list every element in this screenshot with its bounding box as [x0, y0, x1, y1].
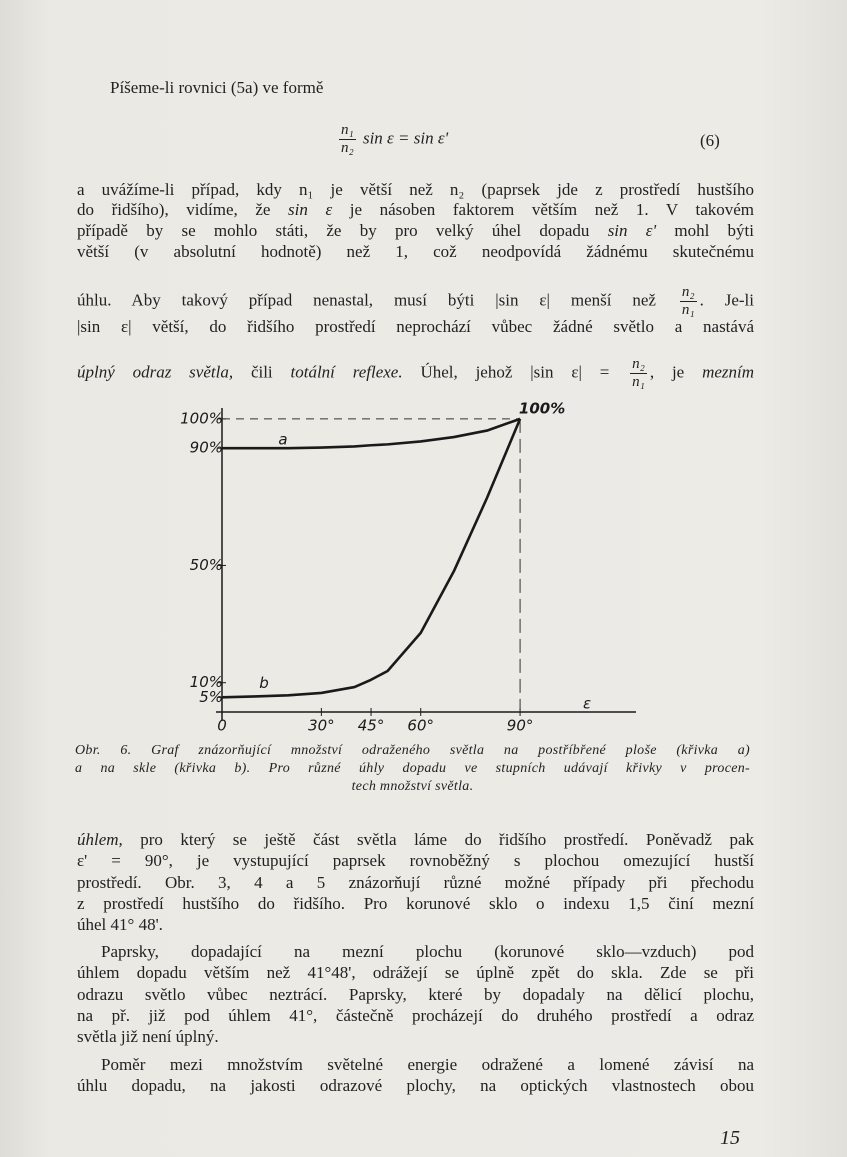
- caption-line: Obr. 6. Graf znázorňující množství odraž…: [75, 743, 750, 758]
- text-segment: čili: [250, 362, 273, 382]
- curve-label: b: [259, 674, 269, 692]
- fraction: n₂ n₁: [630, 356, 647, 391]
- text-line: světla již není úplný.: [77, 1027, 219, 1046]
- text-line: úhlem dopadu větším než 41°48', odrážejí…: [77, 963, 754, 982]
- denominator: n₁: [632, 374, 645, 390]
- text-line: a uvážíme-li případ, kdy n₁ je větší než…: [77, 180, 754, 199]
- curve: [221, 418, 522, 699]
- x-tick-label: 0: [217, 717, 227, 735]
- text-line: na př. již pod úhlem 41°, částečně proch…: [77, 1006, 754, 1025]
- text-line: úhlem, pro který se ještě část světla lá…: [77, 830, 754, 850]
- fraction: n₁ n₂: [339, 122, 356, 157]
- text-line: případě by se mohlo státi, že by pro vel…: [77, 221, 754, 241]
- fraction: n₂ n₁: [679, 284, 697, 319]
- text-line: úhlu dopadu, na jakosti odrazové plochy,…: [77, 1076, 754, 1095]
- x-tick-label: 60°: [407, 717, 434, 735]
- caption-line: a na skle (křivka b). Pro různé úhly dop…: [75, 761, 750, 776]
- text-line: úplný odraz světla, čili totální reflexe…: [77, 356, 754, 391]
- y-tick-label: 5%: [199, 688, 223, 706]
- text-line: do řidšího), vidíme, že sin ε je násoben…: [77, 200, 754, 220]
- x-tick-label: 45°: [358, 717, 385, 735]
- denominator: n₁: [681, 302, 695, 318]
- equation: n₁ n₂ sin ε = sin ε': [336, 122, 448, 157]
- text-line: ε' = 90°, je vystupující paprsek rovnobě…: [77, 851, 754, 870]
- curve: [222, 417, 521, 450]
- text-line: větší (v absolutní hodnotě) než 1, což n…: [77, 242, 754, 261]
- text-line: Paprsky, dopadající na mezní plochu (kor…: [101, 942, 754, 961]
- numerator: n₂: [679, 284, 697, 302]
- text-segment: případě by se mohlo státi, že by pro vel…: [77, 221, 590, 240]
- text-line: úhlu. Aby takový případ nenastal, musí b…: [77, 284, 754, 319]
- y-tick-label: 10%: [190, 673, 223, 691]
- text-segment: , je: [649, 362, 685, 382]
- text-segment: do řidšího), vidíme, že: [77, 200, 271, 219]
- denominator: n₂: [341, 140, 354, 156]
- text-segment: úhlu. Aby takový případ nenastal, musí b…: [77, 290, 656, 310]
- text-line: odrazu světlo vůbec neztrácí. Paprsky, k…: [77, 985, 754, 1004]
- page-number: 15: [720, 1127, 740, 1149]
- y-tick-label: 100%: [180, 409, 223, 427]
- curve-label: a: [278, 431, 287, 449]
- intro: Píšeme-li rovnici (5a) ve formě: [110, 78, 324, 97]
- y-tick-label: 90%: [190, 439, 223, 457]
- expression: sin ε = sin ε': [362, 128, 449, 148]
- x-tick-label: 30°: [308, 717, 335, 735]
- caption-line: tech množství světla.: [351, 779, 474, 794]
- text-line: Poměr mezi množstvím světelné energie od…: [101, 1055, 754, 1074]
- numerator: n₂: [630, 356, 647, 374]
- text-segment: Úhel, jehož |sin ε| =: [420, 362, 610, 382]
- text-segment: mezním: [702, 362, 755, 382]
- text-line: |sin ε| větší, do řidšího prostředí nepr…: [77, 317, 754, 336]
- text-segment: pro který se ještě část světla láme do ř…: [140, 830, 754, 849]
- annotation: 100%: [519, 399, 565, 417]
- text-segment: mohl býti: [674, 221, 754, 240]
- text-segment: je násoben faktorem větším než 1. V tako…: [349, 200, 755, 219]
- numerator: n₁: [339, 122, 356, 140]
- text-segment: sin ε: [288, 200, 333, 219]
- y-tick-label: 50%: [190, 556, 223, 574]
- x-tick-label: 90°: [507, 717, 534, 735]
- text-segment: . Je-li: [699, 290, 754, 310]
- text-line: z prostředí hustšího do řidšího. Pro kor…: [77, 894, 754, 913]
- equation-number: (6): [700, 131, 720, 150]
- text-segment: totální reflexe.: [290, 362, 403, 382]
- text-line: úhel 41° 48'.: [77, 915, 163, 934]
- text-line: prostředí. Obr. 3, 4 a 5 znázorňují různ…: [77, 873, 754, 892]
- text-segment: sin ε': [607, 221, 657, 240]
- x-axis-label: ε: [583, 695, 591, 713]
- text-segment: úplný odraz světla,: [77, 362, 234, 382]
- text-segment: úhlem,: [77, 830, 123, 849]
